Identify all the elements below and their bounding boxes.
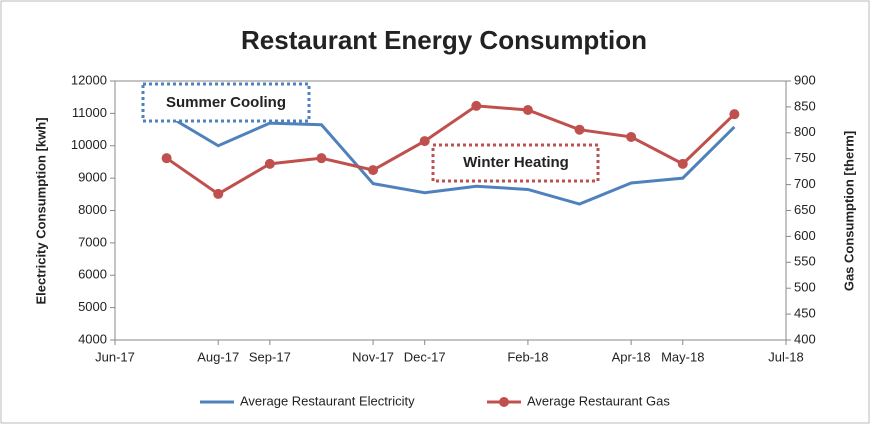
point xyxy=(368,165,379,176)
y2-tick-label: 850 xyxy=(794,98,816,113)
point xyxy=(419,136,430,147)
chart-title: Restaurant Energy Consumption xyxy=(241,25,647,55)
y-tick-label: 8000 xyxy=(78,202,107,217)
x-tick-label: Jul-18 xyxy=(768,349,803,364)
x-tick-label: Apr-18 xyxy=(612,349,651,364)
legend-marker xyxy=(499,397,509,407)
x-tick-label: May-18 xyxy=(661,349,704,364)
annotation-box xyxy=(431,143,600,183)
y2-tick-label: 450 xyxy=(794,306,816,321)
series-line xyxy=(165,104,736,196)
point xyxy=(626,131,637,142)
point xyxy=(213,188,224,199)
x-tick-label: Nov-17 xyxy=(352,349,394,364)
y2-axis-label: Gas Consumption [therm] xyxy=(841,131,856,291)
y2-tick-label: 800 xyxy=(794,124,816,139)
point xyxy=(316,153,327,164)
y2-tick-label: 650 xyxy=(794,202,816,217)
point xyxy=(264,158,275,169)
annotation-box xyxy=(141,82,311,123)
annotation: Winter Heating xyxy=(463,154,569,171)
y2-tick-label: 750 xyxy=(794,150,816,165)
point xyxy=(522,105,533,116)
y2-tick-label: 900 xyxy=(794,72,816,87)
y-axis-label: Electricity Consumption [kwh] xyxy=(33,117,48,304)
x-tick-label: Feb-18 xyxy=(507,349,548,364)
y-tick-label: 10000 xyxy=(71,137,107,152)
x-tick-label: Aug-17 xyxy=(197,349,239,364)
y-tick-label: 7000 xyxy=(78,234,107,249)
y-tick-label: 9000 xyxy=(78,170,107,185)
y-tick-label: 6000 xyxy=(78,267,107,282)
point xyxy=(677,158,688,169)
point xyxy=(471,100,482,111)
y2-tick-label: 550 xyxy=(794,254,816,269)
y2-tick-label: 400 xyxy=(794,331,816,346)
point xyxy=(729,109,740,120)
y-tick-label: 11000 xyxy=(72,105,107,120)
y-tick-label: 5000 xyxy=(78,299,107,314)
x-tick-label: Sep-17 xyxy=(249,349,291,364)
annotation: Summer Cooling xyxy=(166,94,286,111)
y2-tick-label: 600 xyxy=(794,228,816,243)
point xyxy=(161,153,172,164)
point xyxy=(574,124,585,135)
y-tick-label: 4000 xyxy=(78,331,107,346)
y-tick-label: 12000 xyxy=(71,72,107,87)
legend-label: Average Restaurant Gas xyxy=(527,393,670,408)
x-tick-label: Jun-17 xyxy=(95,349,135,364)
y2-tick-label: 500 xyxy=(794,280,816,295)
x-tick-label: Dec-17 xyxy=(404,349,446,364)
y2-tick-label: 700 xyxy=(794,176,816,191)
series-line xyxy=(165,113,736,206)
legend-label: Average Restaurant Electricity xyxy=(240,393,415,408)
